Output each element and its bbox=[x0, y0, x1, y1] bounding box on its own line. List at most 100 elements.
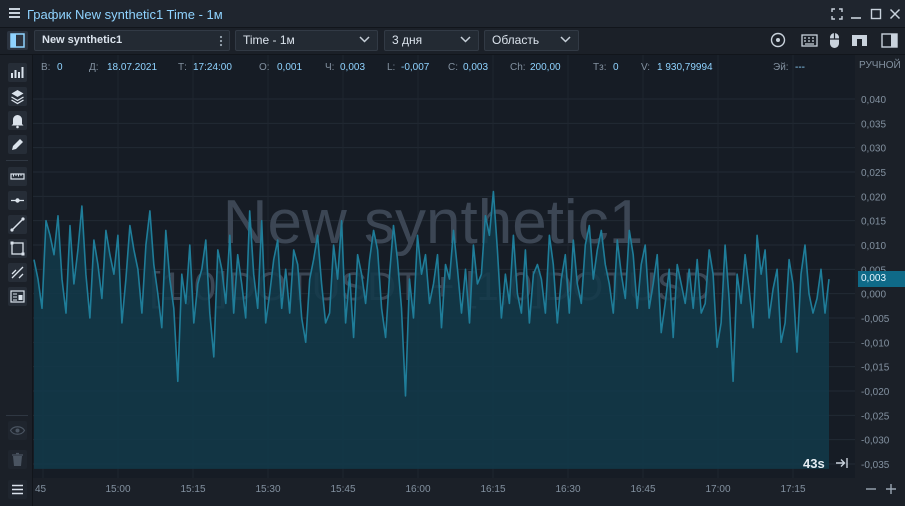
more-options-icon[interactable] bbox=[219, 35, 223, 47]
info-key: В: bbox=[41, 62, 51, 73]
info-value: 18.07.2021 bbox=[107, 62, 158, 73]
minimize-icon[interactable] bbox=[850, 8, 862, 20]
info-key: Т: bbox=[178, 62, 187, 73]
x-tick-label: 17:00 bbox=[705, 484, 730, 495]
zoom-in-icon[interactable] bbox=[885, 483, 897, 495]
x-tick-label: 17:15 bbox=[780, 484, 805, 495]
maximize-icon[interactable] bbox=[870, 8, 882, 20]
chevron-down-icon bbox=[460, 36, 471, 43]
x-tick-label: 16:30 bbox=[555, 484, 580, 495]
scale-mode-label[interactable]: РУЧНОЙ bbox=[859, 60, 901, 71]
trend-line-icon[interactable] bbox=[8, 215, 27, 234]
series-area bbox=[34, 191, 829, 469]
y-tick-label: 0,040 bbox=[861, 95, 886, 106]
info-key: Ch: bbox=[510, 62, 526, 73]
watermark-line1: New synthetic1 bbox=[223, 188, 643, 257]
close-icon[interactable] bbox=[889, 8, 901, 20]
magnet-icon[interactable] bbox=[849, 31, 870, 50]
info-value: 0,003 bbox=[340, 62, 366, 73]
current-price-badge: 0,003 bbox=[858, 271, 905, 287]
zoom-out-icon[interactable] bbox=[865, 483, 877, 495]
indicators-icon[interactable] bbox=[8, 63, 27, 82]
layers-icon[interactable] bbox=[8, 87, 27, 106]
y-tick-label: 0,030 bbox=[861, 144, 886, 155]
time-axis-background bbox=[33, 478, 855, 506]
info-key: Д: bbox=[89, 62, 99, 73]
x-tick-label: 15:15 bbox=[180, 484, 205, 495]
x-tick-label: 16:15 bbox=[480, 484, 505, 495]
info-key: Ч: bbox=[325, 62, 335, 73]
info-value: 0,001 bbox=[277, 62, 303, 73]
y-tick-label: -0,025 bbox=[861, 411, 890, 422]
rectangle-icon[interactable] bbox=[8, 239, 27, 258]
info-value: --- bbox=[795, 62, 805, 73]
info-key: С: bbox=[448, 62, 458, 73]
info-key: L: bbox=[387, 62, 396, 73]
ohlc-info-bar: В: 0 Д: 18.07.2021 Т: 17:24:00 О: 0,001 Ч: 0,003 L… bbox=[33, 62, 853, 76]
window-title: График New synthetic1 Time - 1м bbox=[27, 7, 223, 22]
series-line bbox=[33, 190, 830, 397]
chart-toolbar: New synthetic1 Time - 1м 3 дня Область bbox=[0, 28, 905, 55]
chart-type-dropdown[interactable]: Область bbox=[484, 30, 579, 51]
horizontal-line-icon[interactable] bbox=[8, 191, 27, 210]
y-tick-label: -0,010 bbox=[861, 338, 890, 349]
price-axis: 0,040 0,035 0,030 0,025 0,020 0,015 0,010 0,005… bbox=[861, 95, 890, 471]
x-tick-label: 15:30 bbox=[255, 484, 280, 495]
y-tick-label: 0,000 bbox=[861, 290, 886, 301]
eye-icon[interactable] bbox=[8, 421, 27, 440]
alert-bell-icon[interactable] bbox=[8, 111, 27, 130]
keyboard-icon[interactable] bbox=[799, 31, 820, 50]
info-key: Тз: bbox=[593, 62, 607, 73]
y-tick-label: -0,020 bbox=[861, 387, 890, 398]
drawing-tools-sidebar bbox=[0, 55, 33, 506]
sidebar-divider bbox=[6, 160, 28, 161]
info-value: 1 930,79994 bbox=[657, 62, 713, 73]
instrument-name: New synthetic1 bbox=[42, 34, 123, 46]
info-value: 0,003 bbox=[463, 62, 489, 73]
scroll-to-end-icon[interactable] bbox=[835, 456, 849, 470]
info-value: 0 bbox=[613, 62, 619, 73]
info-key: V: bbox=[641, 62, 651, 73]
period-value: 3 дня bbox=[392, 33, 423, 47]
area-chart[interactable]: New synthetic1 [1,0]DOTUSDT + [1,0]DOTUS… bbox=[33, 55, 905, 506]
x-tick-label: 16:45 bbox=[630, 484, 655, 495]
period-dropdown[interactable]: 3 дня bbox=[384, 30, 479, 51]
chevron-down-icon bbox=[359, 36, 370, 43]
hamburger-menu-icon[interactable] bbox=[9, 8, 20, 18]
magnifier-icon[interactable] bbox=[768, 31, 789, 50]
ruler-icon[interactable] bbox=[8, 167, 27, 186]
instrument-selector[interactable]: New synthetic1 bbox=[34, 30, 230, 51]
x-tick-label: 15:00 bbox=[105, 484, 130, 495]
y-tick-label: -0,035 bbox=[861, 460, 890, 471]
list-icon[interactable] bbox=[8, 480, 27, 499]
y-tick-label: 0,025 bbox=[861, 168, 886, 179]
info-value: -0,007 bbox=[401, 62, 430, 73]
fullscreen-icon[interactable] bbox=[831, 8, 843, 20]
info-value: 17:24:00 bbox=[193, 62, 232, 73]
info-value: 200,00 bbox=[530, 62, 561, 73]
strategy-icon[interactable] bbox=[8, 287, 27, 306]
timeframe-value: Time - 1м bbox=[243, 33, 295, 47]
y-tick-label: 0,015 bbox=[861, 217, 886, 228]
info-key: О: bbox=[259, 62, 270, 73]
fibonacci-icon[interactable] bbox=[8, 263, 27, 282]
y-tick-label: -0,030 bbox=[861, 436, 890, 447]
x-tick-label: 15:45 bbox=[330, 484, 355, 495]
x-tick-label: 45 bbox=[35, 484, 47, 495]
mouse-icon[interactable] bbox=[824, 31, 845, 50]
chevron-down-icon bbox=[560, 36, 571, 43]
sidebar-toggle-icon[interactable] bbox=[7, 31, 28, 50]
chart-type-value: Область bbox=[492, 33, 540, 47]
sidebar-divider bbox=[6, 415, 28, 416]
timeframe-dropdown[interactable]: Time - 1м bbox=[235, 30, 378, 51]
title-bar: График New synthetic1 Time - 1м bbox=[0, 0, 905, 28]
trash-icon[interactable] bbox=[8, 450, 27, 469]
y-tick-label: 0,035 bbox=[861, 119, 886, 130]
panel-toggle-icon[interactable] bbox=[879, 31, 900, 50]
info-key: Эй: bbox=[773, 62, 789, 73]
candle-timer: 43s bbox=[803, 456, 825, 471]
info-value: 0 bbox=[57, 62, 63, 73]
pencil-icon[interactable] bbox=[8, 135, 27, 154]
chart-area[interactable]: New synthetic1 [1,0]DOTUSDT + [1,0]DOTUS… bbox=[33, 55, 905, 506]
